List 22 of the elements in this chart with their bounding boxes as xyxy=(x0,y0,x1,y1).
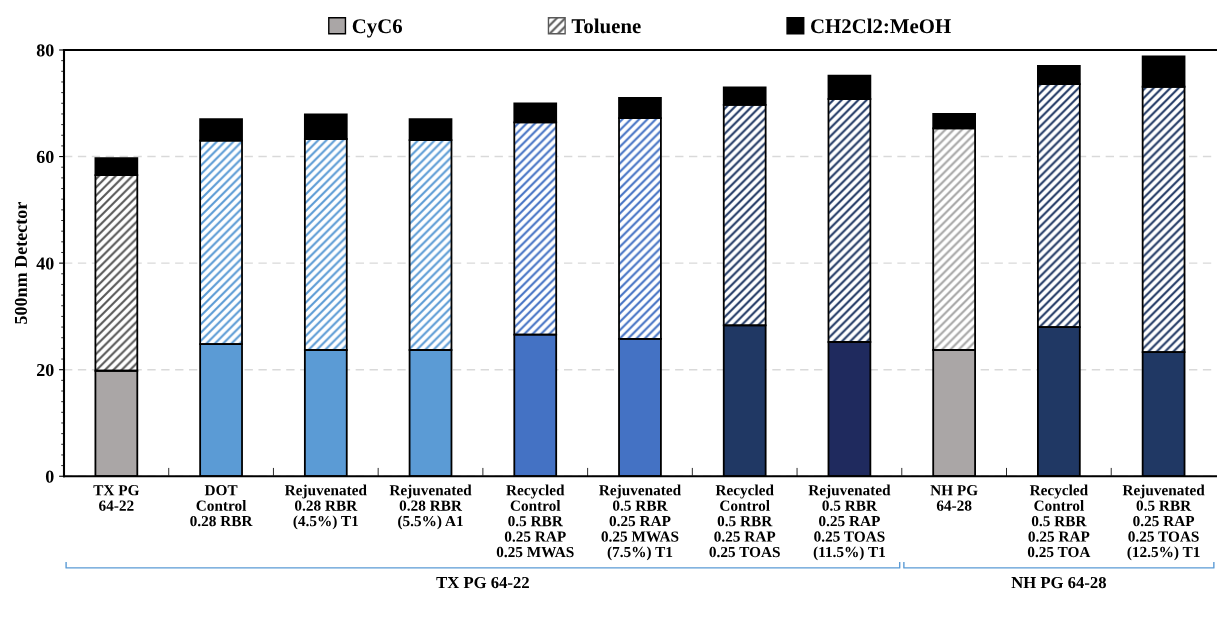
x-tick-label: DOT Control 0.28 RBR xyxy=(190,485,253,527)
y-tick-label: 20 xyxy=(36,363,54,377)
text: NH PG 64-28 xyxy=(1011,576,1106,589)
y-tick-label: 80 xyxy=(36,44,54,57)
legend-label: CH2Cl2:MeOH xyxy=(811,18,951,34)
y-tick-label: 60 xyxy=(36,150,54,164)
x-tick-label: Recycled Control 0.5 RBR 0.25 RAP 0.25 MWAS xyxy=(496,484,574,558)
x-tick-label: Rejuvenated 0.28 RBR (5.5%) A1 xyxy=(389,484,472,530)
x-tick-label: NH PG 64-28 xyxy=(930,485,978,511)
legend-label: CyC6 xyxy=(352,19,403,38)
y-tick-label: 40 xyxy=(36,257,54,270)
x-tick-label: Recycled Control 0.5 RBR 0.25 RAP 0.25 TOA xyxy=(1027,484,1091,558)
legend-label: Toluene xyxy=(571,18,641,34)
x-tick-label: Rejuvenated 0.5 RBR 0.25 RAP 0.25 TOAS (11.5%) T1 xyxy=(808,484,891,561)
x-tick-label: Rejuvenated 0.28 RBR (4.5%) T1 xyxy=(284,484,367,530)
text: TX PG 64-22 xyxy=(436,576,529,589)
x-tick-label: Rejuvenated 0.5 RBR 0.25 RAP 0.25 TOAS (12.5%) T1 xyxy=(1122,484,1205,561)
x-tick-label: TX PG 64-22 xyxy=(93,485,140,511)
y-axis-title: 500nm Detector xyxy=(14,202,27,324)
y-tick-label: 0 xyxy=(45,470,54,483)
x-tick-label: Recycled Control 0.5 RBR 0.25 RAP 0.25 TOAS xyxy=(709,484,780,558)
x-tick-label: Rejuvenated 0.5 RBR 0.25 RAP 0.25 MWAS (7.5%) T1 xyxy=(599,484,681,561)
